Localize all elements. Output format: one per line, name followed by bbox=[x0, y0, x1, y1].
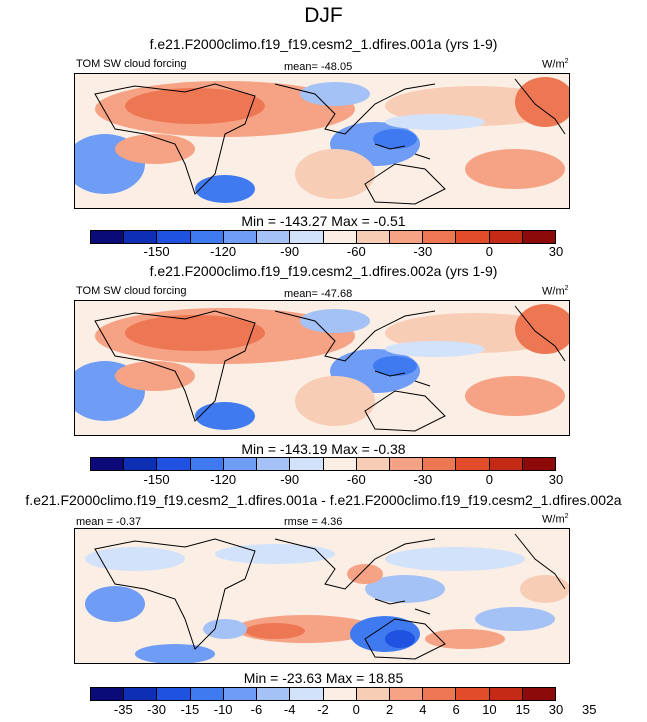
panel2-colorbar-swatch bbox=[522, 458, 556, 470]
panel3-units: W/m2 bbox=[542, 513, 569, 526]
panel1-colorbar-swatch bbox=[423, 231, 457, 243]
panel1-colorbar-ticks: -150 -120 -90 -60 -30 0 30 bbox=[90, 244, 564, 260]
panel3-colorbar-tick-label: -35 bbox=[113, 702, 133, 717]
panel1-minmax: Min = -143.27 Max = -0.51 bbox=[241, 213, 406, 229]
panel1-colorbar-swatch bbox=[190, 231, 224, 243]
panel2-units: W/m2 bbox=[542, 285, 569, 298]
panel3-minmax: Min = -23.63 Max = 18.85 bbox=[243, 670, 404, 686]
panel3-case-title: f.e21.F2000climo.f19_f19.cesm2_1.dfires.… bbox=[25, 492, 622, 508]
panel3-colorbar-swatch bbox=[389, 688, 424, 700]
panel1-colorbar-swatch bbox=[323, 231, 357, 243]
panel3-colorbar-swatch bbox=[190, 688, 224, 700]
panel3-colorbar-tick-label: 15 bbox=[515, 702, 530, 717]
panel3-colorbar-swatch bbox=[489, 688, 523, 700]
panel1-units: W/m2 bbox=[542, 58, 569, 71]
panel2-map bbox=[74, 300, 570, 436]
panel3-colorbar-swatch bbox=[91, 688, 125, 700]
panel1-colorbar bbox=[90, 230, 556, 244]
panel2-colorbar-swatch bbox=[157, 458, 191, 470]
panel1-colorbar-swatch bbox=[389, 231, 424, 243]
panel3-colorbar-tick-label: 35 bbox=[582, 702, 597, 717]
panel2-colorbar-tick-label: -120 bbox=[210, 472, 237, 487]
panel2-minmax: Min = -143.19 Max = -0.38 bbox=[241, 441, 406, 457]
panel1-colorbar-swatch bbox=[257, 231, 291, 243]
panel1-colorbar-swatch bbox=[223, 231, 258, 243]
panel3-colorbar-swatch bbox=[257, 688, 291, 700]
panel2-left-label: TOM SW cloud forcing bbox=[76, 285, 187, 297]
panel2-colorbar-swatch bbox=[91, 458, 125, 470]
panel3-colorbar-swatch bbox=[423, 688, 457, 700]
panel1-colorbar-swatch bbox=[456, 231, 490, 243]
panel2-colorbar-swatch bbox=[323, 458, 357, 470]
figure-title: DJF bbox=[304, 4, 343, 27]
panel3-colorbar-swatch bbox=[356, 688, 390, 700]
panel2-colorbar-tick-label: -90 bbox=[280, 472, 300, 487]
panel2-mean-label: mean= -47.68 bbox=[284, 288, 353, 300]
panel1-colorbar-swatch bbox=[356, 231, 390, 243]
panel2-colorbar-tick-label: 30 bbox=[548, 472, 564, 487]
panel1-colorbar-swatch bbox=[157, 231, 191, 243]
panel3-colorbar-tick-label: 2 bbox=[385, 702, 394, 717]
panel2-colorbar-swatch bbox=[489, 458, 523, 470]
panel2-colorbar-ticks: -150 -120 -90 -60 -30 0 30 bbox=[90, 472, 564, 488]
panel3-colorbar-tick-label: 0 bbox=[352, 702, 360, 717]
panel2-case-title: f.e21.F2000climo.f19_f19.cesm2_1.dfires.… bbox=[149, 263, 498, 279]
panel3-colorbar-swatch bbox=[223, 688, 258, 700]
panel2-colorbar-swatch bbox=[423, 458, 457, 470]
panel1-colorbar-tick-label: -150 bbox=[143, 244, 170, 259]
panel2-colorbar-tick-label: 0 bbox=[485, 472, 494, 487]
panel1-colorbar-tick-label: -30 bbox=[413, 244, 433, 259]
panel3-colorbar-tick-label: 4 bbox=[419, 702, 427, 717]
panel2-colorbar bbox=[90, 457, 556, 471]
panel1-colorbar-tick-label: 30 bbox=[548, 244, 564, 259]
panel2-colorbar-tick-label: -30 bbox=[413, 472, 433, 487]
panel3-colorbar-tick-label: -30 bbox=[147, 702, 166, 717]
panel2-colorbar-swatch bbox=[223, 458, 258, 470]
panel1-colorbar-swatch bbox=[290, 231, 324, 243]
panel3-colorbar-swatch bbox=[124, 688, 158, 700]
panel1-colorbar-tick-label: 0 bbox=[485, 244, 494, 259]
panel3-colorbar-swatch bbox=[456, 688, 490, 700]
panel2-colorbar-swatch bbox=[456, 458, 490, 470]
panel3-colorbar-swatch bbox=[323, 688, 357, 700]
panel3-colorbar-tick-label: -6 bbox=[250, 702, 263, 717]
panel3-colorbar-tick-label: -2 bbox=[317, 702, 329, 717]
panel2-colorbar-swatch bbox=[389, 458, 424, 470]
panel1-colorbar-tick-label: -120 bbox=[210, 244, 237, 259]
panel3-colorbar bbox=[90, 687, 556, 701]
panel3-colorbar-swatch bbox=[522, 688, 556, 700]
panel2-colorbar-swatch bbox=[257, 458, 291, 470]
panel1-colorbar-swatch bbox=[91, 231, 125, 243]
panel1-case-title: f.e21.F2000climo.f19_f19.cesm2_1.dfires.… bbox=[149, 36, 498, 52]
panel1-colorbar-swatch bbox=[124, 231, 158, 243]
panel3-colorbar-swatch bbox=[157, 688, 191, 700]
panel3-colorbar-tick-label: -10 bbox=[213, 702, 233, 717]
panel3-colorbar-swatch bbox=[290, 688, 324, 700]
panel1-left-label: TOM SW cloud forcing bbox=[76, 58, 187, 70]
panel2-colorbar-swatch bbox=[290, 458, 324, 470]
panel3-colorbar-tick-label: -4 bbox=[283, 702, 296, 717]
panel3-map bbox=[74, 528, 570, 664]
panel1-colorbar-tick-label: -90 bbox=[280, 244, 300, 259]
panel3-colorbar-ticks: -35 -30 -15 -10 -6 -4 -2 0 2 4 6 10 15 30 35 bbox=[90, 702, 597, 718]
panel1-mean-label: mean= -48.05 bbox=[284, 61, 353, 73]
panel2-colorbar-swatch bbox=[356, 458, 390, 470]
panel3-rmse-label: rmse = 4.36 bbox=[284, 516, 343, 528]
panel2-colorbar-swatch bbox=[190, 458, 224, 470]
panel2-colorbar-tick-label: -150 bbox=[143, 472, 170, 487]
panel1-colorbar-swatch bbox=[489, 231, 523, 243]
panel2-colorbar-swatch bbox=[124, 458, 158, 470]
panel1-map bbox=[74, 73, 570, 209]
panel3-left-label: mean = -0.37 bbox=[76, 516, 142, 528]
panel3-colorbar-tick-label: -15 bbox=[180, 702, 200, 717]
panel1-colorbar-tick-label: -60 bbox=[346, 244, 366, 259]
panel3-colorbar-tick-label: 6 bbox=[452, 702, 460, 717]
panel2-colorbar-tick-label: -60 bbox=[346, 472, 366, 487]
panel1-colorbar-swatch bbox=[522, 231, 556, 243]
panel3-colorbar-tick-label: 30 bbox=[548, 702, 564, 717]
panel3-colorbar-tick-label: 10 bbox=[482, 702, 497, 717]
